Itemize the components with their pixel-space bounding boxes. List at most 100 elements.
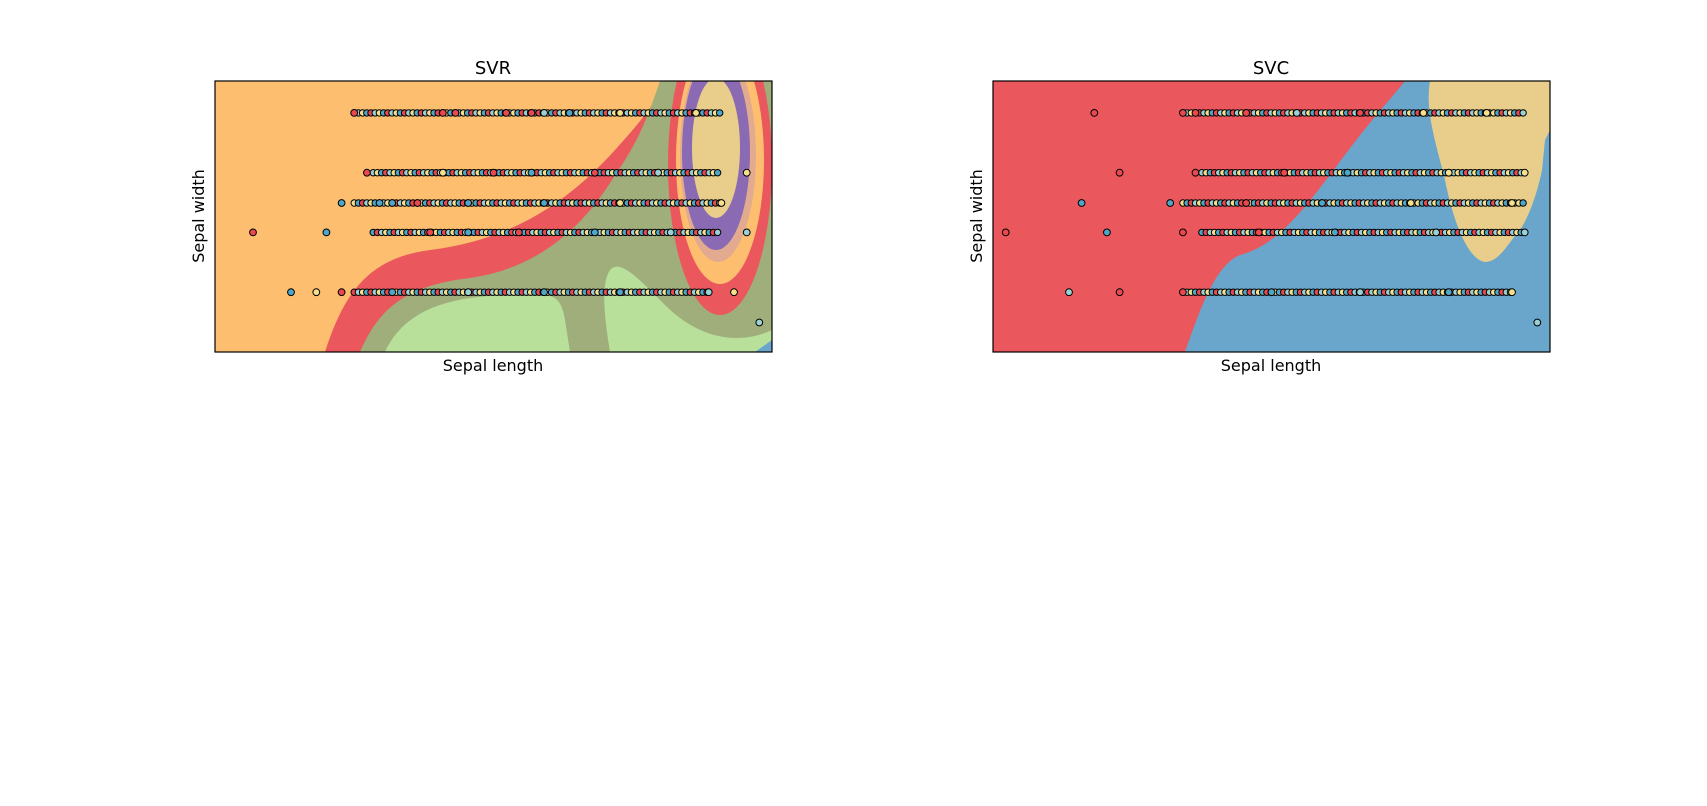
svc-panel: SVC Sepal length Sepal width bbox=[967, 58, 1551, 375]
svc-decision-surface bbox=[993, 81, 1550, 352]
scatter-point bbox=[1520, 228, 1529, 237]
scatter-point bbox=[375, 199, 384, 207]
scatter-point bbox=[1508, 288, 1516, 297]
scatter-point bbox=[337, 199, 346, 207]
scatter-point bbox=[439, 109, 447, 117]
scatter-point bbox=[742, 168, 751, 177]
svr-points bbox=[249, 109, 764, 327]
scatter-point bbox=[1090, 109, 1099, 117]
scatter-point bbox=[1508, 199, 1516, 207]
svc-y-axis-label: Sepal width bbox=[967, 169, 986, 263]
scatter-point bbox=[1242, 199, 1251, 207]
scatter-point bbox=[464, 288, 473, 297]
scatter-point bbox=[514, 228, 523, 237]
scatter-point bbox=[464, 228, 473, 237]
scatter-point bbox=[502, 109, 511, 117]
scatter-point bbox=[1519, 109, 1527, 117]
scatter-point bbox=[489, 168, 498, 177]
scatter-point bbox=[1318, 199, 1326, 207]
scatter-point bbox=[1166, 199, 1175, 207]
ring-tan-center bbox=[692, 81, 740, 218]
scatter-point bbox=[337, 288, 346, 297]
scatter-point bbox=[713, 228, 722, 237]
scatter-point bbox=[1330, 228, 1339, 237]
scatter-point bbox=[1343, 168, 1352, 177]
scatter-point bbox=[590, 168, 599, 177]
scatter-point bbox=[565, 109, 574, 117]
scatter-point bbox=[1356, 109, 1364, 117]
scatter-point bbox=[1432, 228, 1440, 237]
scatter-point bbox=[616, 199, 624, 207]
scatter-point bbox=[413, 199, 422, 207]
scatter-point bbox=[616, 288, 624, 297]
scatter-point bbox=[1267, 288, 1276, 297]
scatter-point bbox=[350, 109, 359, 117]
svc-title: SVC bbox=[1253, 58, 1289, 79]
svr-y-axis-label: Sepal width bbox=[189, 169, 208, 263]
scatter-point bbox=[249, 228, 257, 237]
region-lightgreen-1 bbox=[385, 293, 570, 352]
scatter-point bbox=[692, 109, 700, 117]
svr-panel: SVR Sepal length Sepal width bbox=[189, 58, 773, 375]
scatter-point bbox=[1242, 109, 1251, 117]
scatter-point bbox=[1444, 168, 1453, 177]
scatter-point bbox=[540, 288, 548, 297]
scatter-point bbox=[312, 288, 321, 297]
scatter-point bbox=[713, 169, 722, 177]
scatter-point bbox=[439, 168, 447, 177]
scatter-point bbox=[540, 199, 548, 207]
scatter-point bbox=[1179, 228, 1187, 237]
scatter-point bbox=[1406, 199, 1415, 207]
scatter-point bbox=[1115, 288, 1124, 297]
scatter-point bbox=[1077, 199, 1086, 207]
scatter-point bbox=[1444, 288, 1453, 297]
scatter-point bbox=[1191, 109, 1200, 117]
scatter-point bbox=[1292, 109, 1301, 117]
region-blue bbox=[755, 340, 772, 352]
scatter-point bbox=[388, 199, 397, 207]
scatter-point bbox=[1519, 199, 1527, 207]
scatter-point bbox=[755, 318, 764, 327]
svr-axes-frame bbox=[214, 80, 773, 353]
scatter-point bbox=[716, 109, 724, 117]
scatter-point bbox=[742, 228, 751, 237]
scatter-point bbox=[704, 288, 713, 297]
scatter-point bbox=[654, 168, 662, 177]
scatter-point bbox=[464, 199, 473, 207]
scatter-point bbox=[322, 228, 331, 237]
scatter-point bbox=[1001, 228, 1010, 237]
scatter-point bbox=[1179, 288, 1187, 297]
svr-title: SVR bbox=[475, 58, 511, 79]
scatter-point bbox=[1419, 109, 1428, 117]
scatter-point bbox=[451, 109, 460, 117]
scatter-point bbox=[1191, 168, 1200, 177]
scatter-point bbox=[540, 109, 548, 117]
scatter-point bbox=[527, 109, 536, 117]
scatter-point bbox=[730, 288, 738, 297]
scatter-point bbox=[388, 288, 397, 297]
svr-x-axis-label: Sepal length bbox=[443, 356, 544, 375]
scatter-point bbox=[1065, 288, 1073, 297]
scatter-point bbox=[1533, 318, 1542, 327]
scatter-point bbox=[1179, 109, 1187, 117]
scatter-point bbox=[666, 228, 675, 237]
scatter-point bbox=[1103, 228, 1111, 237]
svc-x-axis-label: Sepal length bbox=[1221, 356, 1322, 375]
scatter-point bbox=[1280, 168, 1289, 177]
scatter-point bbox=[1520, 168, 1529, 177]
region-lightgreen-2 bbox=[604, 266, 772, 352]
scatter-point bbox=[590, 228, 599, 237]
scatter-point bbox=[616, 109, 624, 117]
svc-points bbox=[1001, 109, 1542, 327]
svc-axes-frame bbox=[992, 80, 1551, 353]
scatter-point bbox=[717, 199, 726, 207]
scatter-point bbox=[1254, 228, 1263, 237]
scatter-point bbox=[527, 168, 536, 177]
scatter-point bbox=[1356, 288, 1364, 297]
scatter-point bbox=[287, 288, 295, 297]
scatter-point bbox=[426, 228, 435, 237]
scatter-point bbox=[1115, 168, 1124, 177]
scatter-point bbox=[1482, 109, 1491, 117]
scatter-point bbox=[363, 168, 371, 177]
